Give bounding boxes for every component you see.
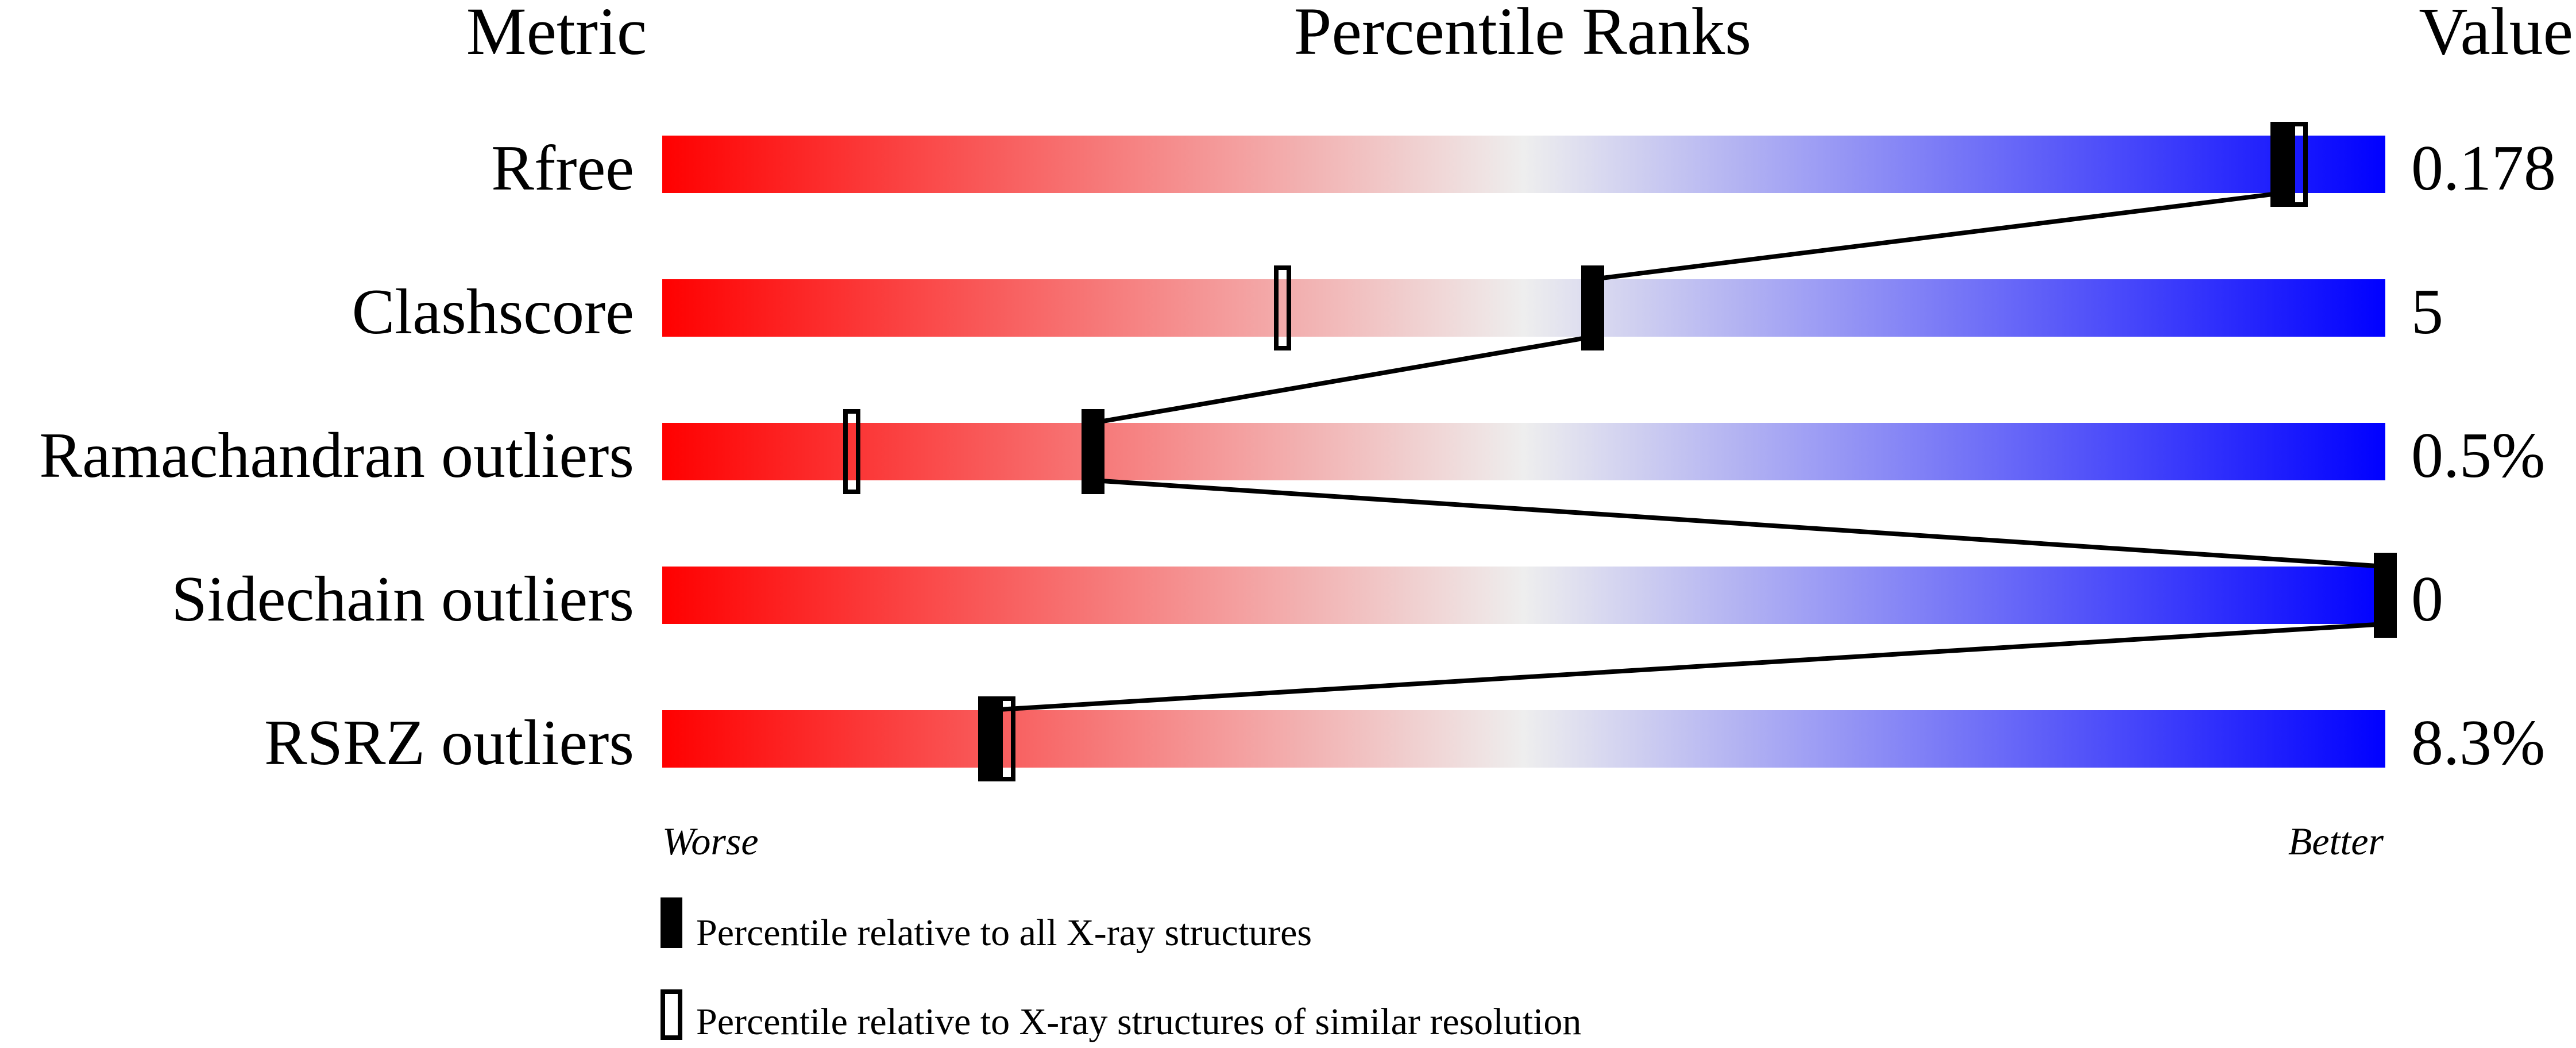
legend-open-marker-icon: [661, 989, 682, 1040]
metric-value: 0.5%: [2411, 420, 2545, 491]
metric-value: 0.178: [2411, 133, 2556, 204]
connector-line: [989, 622, 2386, 712]
connector-line: [1592, 191, 2283, 282]
similar-resolution-marker: [843, 409, 860, 494]
metric-value: 8.3%: [2411, 707, 2545, 779]
header-value: Value: [2419, 0, 2573, 69]
better-label: Better: [2288, 819, 2384, 863]
worse-label: Worse: [662, 819, 759, 863]
metric-label: Rfree: [491, 133, 634, 204]
metric-label: Ramachandran outliers: [39, 420, 634, 491]
legend-similar-resolution: Percentile relative to X-ray structures …: [696, 1001, 1581, 1043]
header-percentile-ranks: Percentile Ranks: [1294, 0, 1751, 69]
connector-line: [1092, 334, 1593, 425]
percentile-bar: [662, 710, 2385, 768]
similar-resolution-marker: [1274, 265, 1291, 350]
percentile-bar: [662, 279, 2385, 337]
metric-value: 0: [2411, 564, 2443, 635]
header-metric: Metric: [466, 0, 647, 69]
legend-filled-marker-icon: [661, 897, 682, 948]
metric-label: RSRZ outliers: [264, 707, 634, 779]
percentile-bar: [662, 136, 2385, 193]
connector-line: [1092, 478, 2386, 569]
percentile-bar: [662, 423, 2385, 480]
metric-label: Sidechain outliers: [171, 564, 634, 635]
legend-all-structures: Percentile relative to all X-ray structu…: [696, 912, 1312, 954]
metric-value: 5: [2411, 276, 2443, 348]
percentile-bar: [662, 567, 2385, 624]
metric-label: Clashscore: [352, 276, 634, 348]
